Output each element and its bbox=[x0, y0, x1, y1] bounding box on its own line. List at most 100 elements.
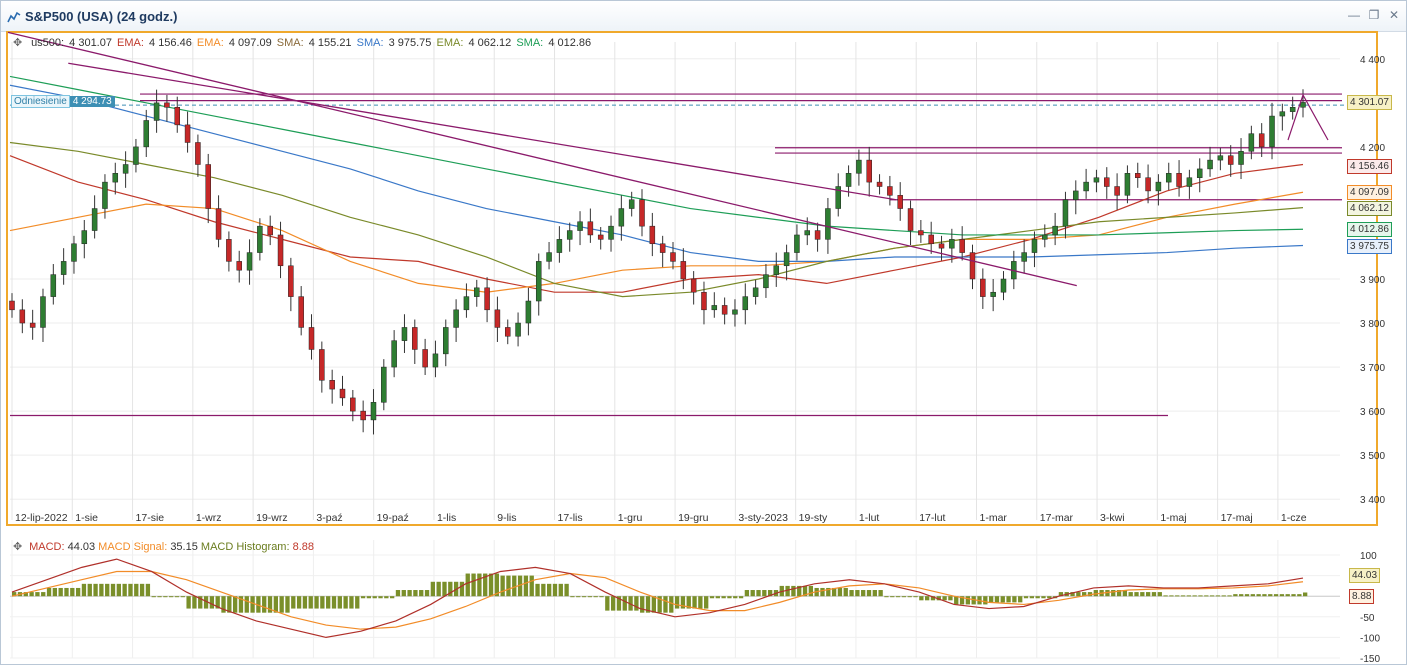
window-title: S&P500 (USA) (24 godz.) bbox=[25, 9, 178, 24]
macd-histogram-bar bbox=[820, 587, 825, 597]
macd-histogram-bar bbox=[1047, 596, 1052, 599]
macd-histogram-bar bbox=[925, 596, 930, 601]
macd-y-tick-label: -150 bbox=[1360, 654, 1380, 665]
macd-histogram-bar bbox=[494, 573, 499, 597]
macd-histogram-bar bbox=[29, 592, 34, 597]
macd-histogram-bar bbox=[186, 596, 191, 609]
candle-body bbox=[887, 186, 893, 196]
macd-histogram-bar bbox=[744, 590, 750, 597]
macd-histogram-bar bbox=[180, 596, 185, 598]
title-bar[interactable]: S&P500 (USA) (24 godz.) — ❐ ✕ bbox=[1, 1, 1406, 32]
macd-histogram-bar bbox=[1180, 595, 1186, 597]
candle-body bbox=[814, 230, 821, 240]
candle-body bbox=[71, 243, 77, 262]
macd-histogram-bar bbox=[936, 596, 941, 601]
macd-histogram-bar bbox=[1279, 594, 1285, 597]
candle-body bbox=[195, 142, 201, 165]
reference-label-value: 4 294.73 bbox=[69, 96, 115, 107]
macd-histogram-bar bbox=[535, 583, 540, 597]
macd-histogram-bar bbox=[971, 596, 976, 605]
macd-histogram-bar bbox=[163, 596, 168, 598]
macd-histogram-bar bbox=[442, 581, 447, 597]
macd-signal-line bbox=[11, 570, 1304, 630]
x-tick-label: 1-wrz bbox=[196, 512, 222, 524]
macd-histogram-bar bbox=[326, 596, 331, 609]
macd-line bbox=[11, 558, 1304, 639]
legend-ema1-value: 4 156.46 bbox=[149, 37, 192, 49]
x-tick-label: 17-mar bbox=[1040, 512, 1074, 524]
candle-body bbox=[628, 199, 635, 209]
macd-histogram-bar bbox=[564, 583, 569, 597]
macd-histogram-bar bbox=[1151, 592, 1157, 597]
macd-histogram-bar bbox=[1082, 592, 1087, 597]
candle-body bbox=[690, 278, 697, 293]
candle-body bbox=[639, 199, 645, 227]
macd-histogram-bar bbox=[372, 596, 377, 599]
macd-histogram-bar bbox=[1175, 595, 1180, 597]
macd-histogram-bar bbox=[1041, 596, 1046, 599]
candle-body bbox=[659, 243, 666, 253]
macd-histogram-bar bbox=[878, 590, 883, 597]
candle-body bbox=[794, 234, 800, 253]
candle-body bbox=[1300, 102, 1306, 108]
macd-histogram-bar bbox=[704, 596, 709, 609]
price-panel[interactable] bbox=[6, 31, 1378, 526]
macd-histogram-bar bbox=[302, 596, 308, 609]
macd-histogram-bar bbox=[1140, 592, 1145, 597]
minimize-icon[interactable]: — bbox=[1348, 8, 1360, 22]
candle-body bbox=[453, 309, 459, 328]
candle-body bbox=[597, 234, 604, 240]
y-tick-label: 3 500 bbox=[1360, 451, 1385, 462]
candle-body bbox=[9, 300, 15, 311]
price-legend: ✥ us500: 4 301.07 EMA: 4 156.46 EMA: 4 0… bbox=[13, 36, 593, 49]
macd-histogram-bar bbox=[145, 583, 151, 597]
macd-histogram-bar bbox=[576, 596, 581, 598]
trendline bbox=[7, 31, 1077, 287]
macd-y-tick-label: -50 bbox=[1360, 613, 1375, 624]
legend-move-icon[interactable]: ✥ bbox=[13, 37, 23, 49]
macd-histogram-bar bbox=[686, 596, 691, 609]
candle-body bbox=[959, 239, 965, 253]
macd-histogram-bar bbox=[587, 596, 593, 598]
macd-histogram-bar bbox=[802, 585, 808, 597]
candle-body bbox=[60, 261, 67, 275]
macd-histogram-bar bbox=[843, 587, 848, 597]
macd-histogram-bar bbox=[291, 596, 296, 609]
macd-move-icon[interactable]: ✥ bbox=[13, 541, 23, 553]
macd-histogram-bar bbox=[959, 596, 965, 605]
macd-histogram-bar bbox=[680, 596, 686, 609]
macd-histogram-bar bbox=[320, 596, 325, 609]
macd-histogram-bar bbox=[837, 587, 843, 597]
macd-histogram-bar bbox=[1012, 596, 1017, 603]
x-tick-label: 9-lis bbox=[497, 512, 516, 524]
macd-histogram-bar bbox=[954, 596, 959, 605]
candle-body bbox=[928, 234, 934, 245]
macd-histogram-bar bbox=[1058, 592, 1064, 597]
x-tick-label: 1-gru bbox=[618, 512, 643, 524]
restore-icon[interactable]: ❐ bbox=[1368, 8, 1380, 22]
x-tick-label: 1-lut bbox=[859, 512, 880, 524]
macd-histogram-bar bbox=[401, 590, 406, 597]
candle-body bbox=[587, 221, 594, 236]
candle-body bbox=[515, 322, 521, 337]
candle-body bbox=[184, 124, 191, 143]
close-icon[interactable]: ✕ bbox=[1388, 8, 1400, 22]
legend-sma1-value: 4 155.21 bbox=[308, 37, 352, 49]
macd-histogram-bar bbox=[209, 596, 215, 609]
candle-body bbox=[205, 164, 211, 209]
macd-histogram-bar bbox=[669, 596, 674, 613]
candle-body bbox=[401, 327, 408, 341]
macd-histogram-bar bbox=[314, 596, 319, 609]
candle-body bbox=[577, 221, 583, 231]
candle-body bbox=[825, 208, 831, 240]
projection-arrow bbox=[1287, 93, 1329, 141]
reference-label: Odniesienie 4 294.73 bbox=[11, 95, 115, 108]
legend-sma3-value: 4 012.86 bbox=[548, 37, 592, 49]
macd-histogram-bar bbox=[93, 583, 98, 597]
candle-body bbox=[443, 327, 449, 355]
legend-sma3-label: SMA: bbox=[516, 37, 544, 49]
macd-histogram-bar bbox=[866, 590, 872, 597]
macd-histogram-bar bbox=[244, 596, 249, 613]
macd-histogram-bar bbox=[349, 596, 354, 609]
